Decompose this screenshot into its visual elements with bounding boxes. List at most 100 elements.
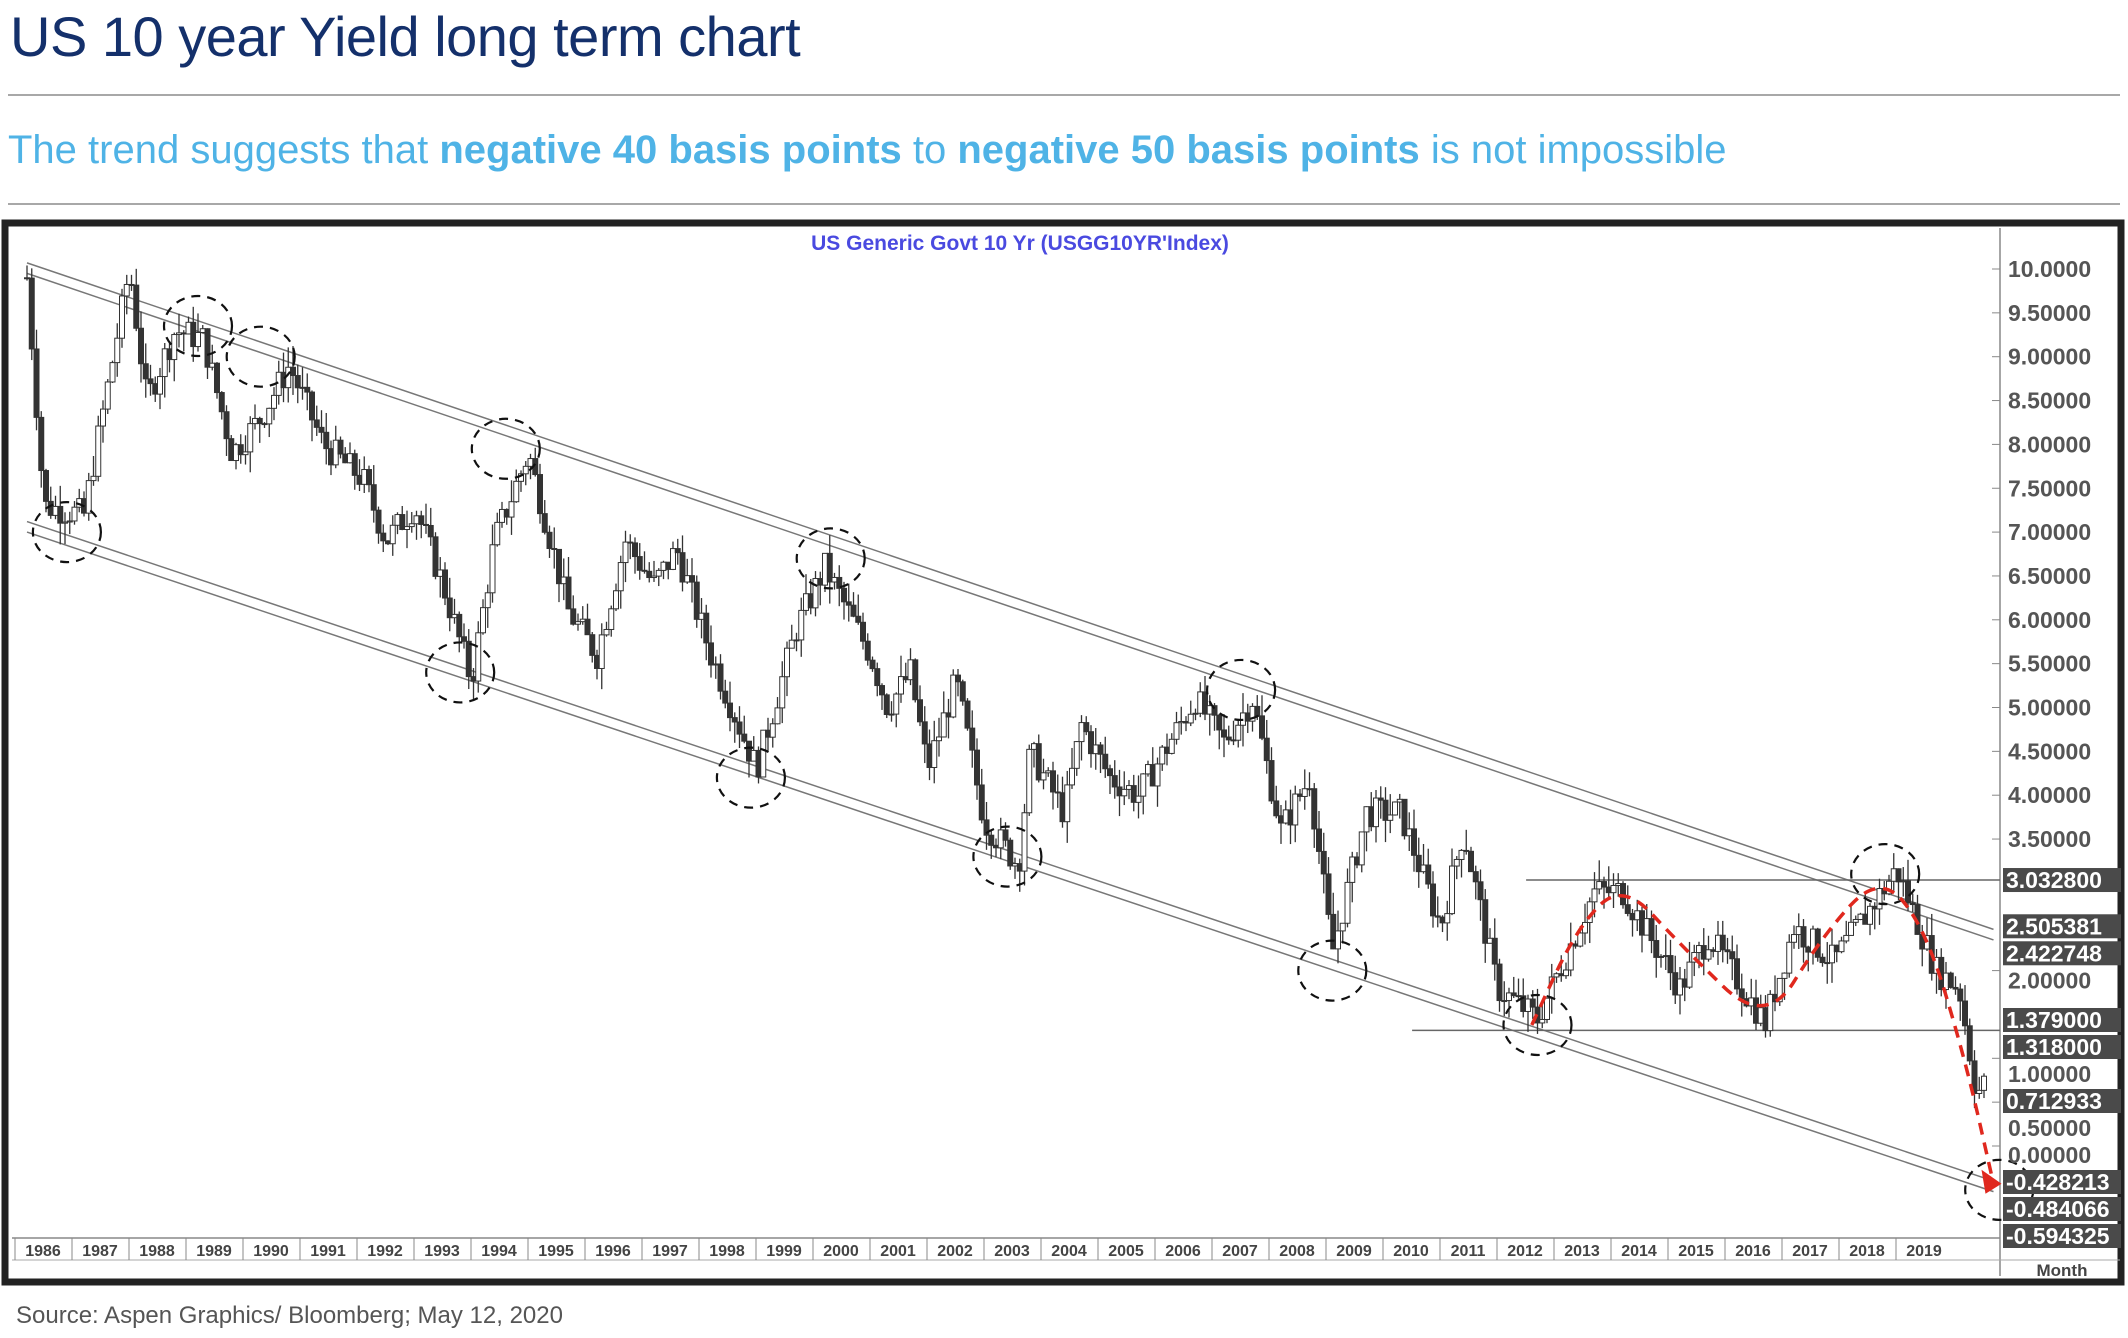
projection-arrow-icon: [1981, 1169, 2002, 1194]
candle: [1069, 747, 1075, 789]
candle: [1221, 714, 1227, 758]
candle-body: [1966, 1025, 1973, 1062]
highlight-circle: [1297, 939, 1368, 1002]
price-label-box: [2003, 1008, 2121, 1032]
candle: [641, 551, 648, 574]
price-label-box: [2003, 941, 2121, 966]
candle-body: [964, 700, 971, 729]
y-tick-label: 3.50000: [2008, 826, 2091, 852]
candle-body: [138, 327, 144, 365]
candle-body: [1349, 856, 1356, 883]
candle-body: [974, 749, 980, 786]
candle-body: [1425, 864, 1432, 885]
candle: [1957, 983, 1964, 1021]
candle-body: [85, 480, 92, 514]
price-label-box: [2003, 1224, 2121, 1248]
candle-body: [1653, 940, 1660, 958]
candle: [1453, 856, 1460, 880]
candle-body: [969, 727, 976, 751]
candle-body: [1781, 972, 1788, 979]
candle-body: [874, 668, 881, 687]
candle: [589, 632, 596, 663]
candle: [584, 603, 591, 636]
candle: [1667, 939, 1674, 991]
candle: [1686, 941, 1693, 989]
candle: [845, 583, 852, 622]
candle-body: [988, 834, 995, 846]
channel-upper-line: [26, 272, 1994, 941]
subtitle-text: to: [901, 128, 958, 172]
candle: [43, 468, 49, 513]
candle-body: [494, 521, 501, 546]
candle-body: [1069, 767, 1075, 786]
candle-body: [1154, 763, 1161, 787]
candle: [1021, 803, 1028, 886]
candle-body: [237, 444, 244, 456]
y-tick-label: 4.50000: [2008, 738, 2091, 764]
candle: [1415, 837, 1422, 888]
candle-body: [119, 295, 125, 339]
candle-body: [1947, 972, 1954, 988]
highlight-circle: [1502, 993, 1573, 1057]
candle: [1458, 849, 1465, 878]
candle-body: [271, 394, 277, 409]
x-tick-label: 1996: [595, 1243, 631, 1260]
candle-body: [641, 569, 648, 572]
candle: [869, 656, 876, 672]
candle-body: [1254, 705, 1261, 717]
candle: [1135, 775, 1142, 819]
candle: [760, 729, 767, 778]
candle-body: [1729, 951, 1736, 960]
price-label: -0.594325: [2006, 1223, 2110, 1249]
candle: [788, 624, 795, 649]
x-tick-label: 1990: [253, 1243, 289, 1260]
highlight-circle: [1205, 658, 1277, 722]
candle: [1430, 871, 1436, 928]
page-title: US 10 year Yield long term chart: [10, 5, 801, 68]
price-label: 2.422748: [2006, 940, 2102, 966]
candle: [323, 412, 330, 465]
candle-body: [959, 681, 966, 702]
candle-body: [1135, 795, 1142, 803]
candle: [1800, 919, 1807, 963]
y-tick-label: 8.50000: [2008, 388, 2091, 414]
candle-body: [1909, 902, 1916, 906]
candle: [879, 683, 885, 710]
candle-body: [651, 575, 657, 579]
candle: [1401, 798, 1408, 840]
subtitle-emphasis: negative 50 basis points: [957, 128, 1420, 172]
candle-body: [142, 363, 149, 380]
x-tick-label: 2003: [994, 1243, 1030, 1260]
candle-body: [1173, 722, 1180, 740]
candle-body: [537, 474, 543, 515]
candle: [1425, 848, 1432, 889]
candle: [1083, 716, 1090, 736]
candle-body: [133, 284, 140, 329]
x-tick-label: 2009: [1336, 1243, 1372, 1260]
candle-body: [936, 736, 942, 742]
candle-body: [1430, 883, 1436, 917]
candle: [1653, 924, 1660, 978]
candle-body: [1648, 918, 1655, 942]
candle-body: [161, 348, 168, 378]
candle: [1477, 869, 1484, 921]
candle: [1216, 713, 1223, 750]
candle: [1786, 934, 1793, 978]
candle: [1159, 745, 1166, 771]
candle: [537, 463, 543, 524]
candle: [774, 697, 781, 725]
candle-body: [90, 475, 97, 482]
candle-body: [389, 524, 396, 545]
candle: [1472, 865, 1479, 900]
candle: [1358, 831, 1365, 873]
candle-body: [432, 536, 439, 577]
candle: [931, 720, 938, 784]
candle: [351, 449, 358, 490]
candle-body: [570, 608, 577, 625]
candle: [309, 390, 315, 442]
candle-body: [114, 337, 121, 364]
y-tick-label: 4.00000: [2008, 782, 2091, 808]
candle: [1154, 757, 1161, 807]
candle-body: [57, 505, 64, 524]
candle-body: [1610, 884, 1617, 894]
